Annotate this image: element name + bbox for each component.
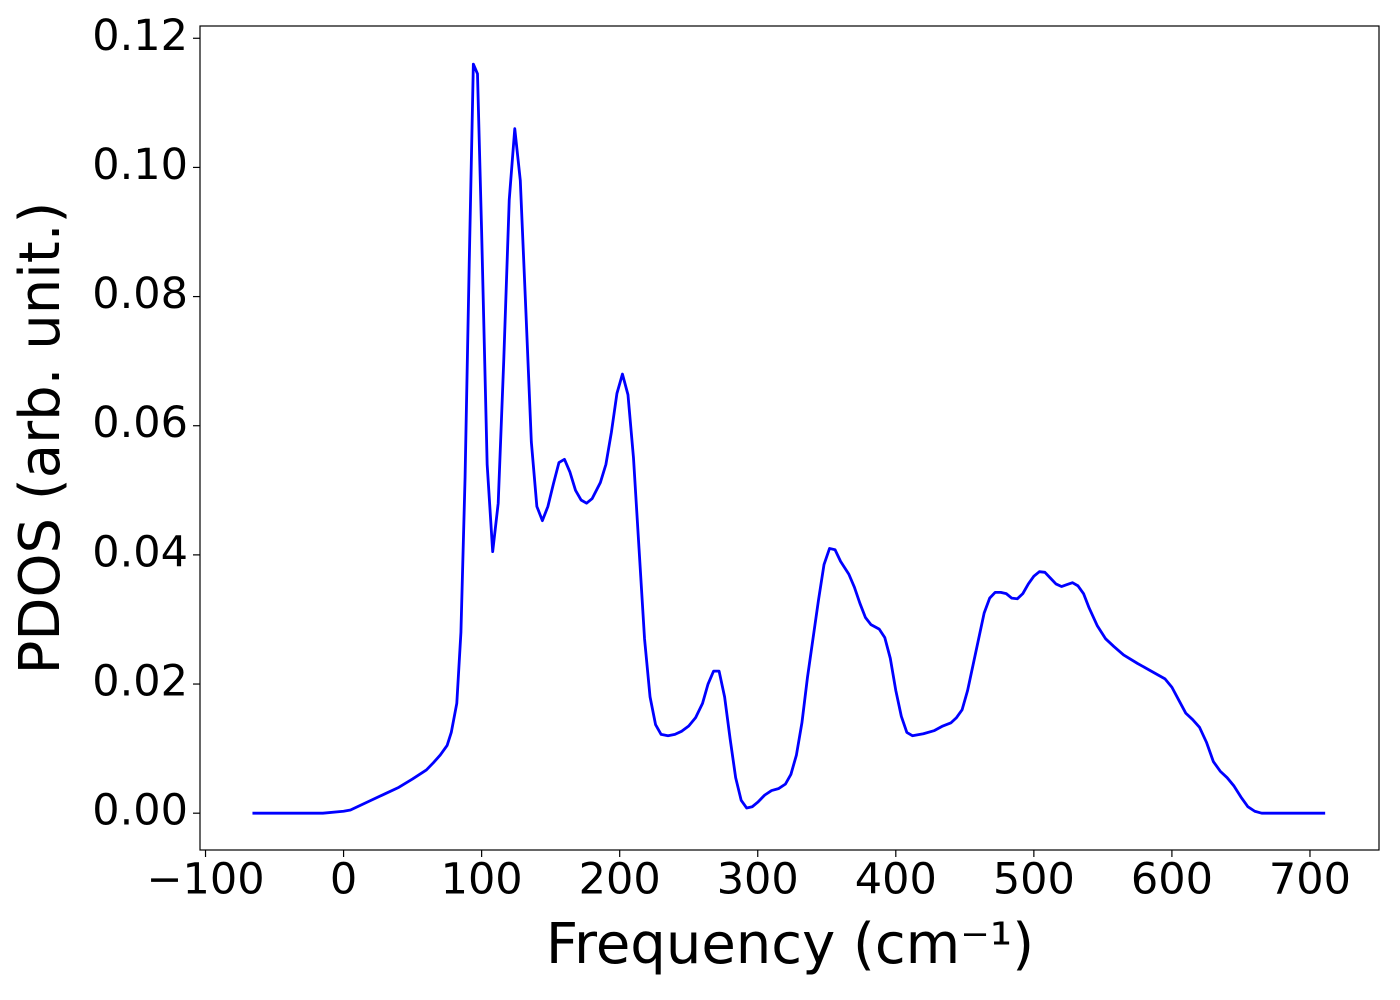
y-tick-label: 0.12 — [92, 11, 188, 61]
y-axis-label: PDOS (arb. unit.) — [8, 202, 73, 675]
x-tick-label: −100 — [146, 855, 264, 905]
x-axis-label: Frequency (cm⁻¹) — [546, 912, 1034, 977]
x-tick-label: 500 — [993, 855, 1075, 905]
x-tick-label: 400 — [855, 855, 937, 905]
x-tick-label: 600 — [1131, 855, 1213, 905]
plot-frame — [199, 25, 1380, 851]
line — [252, 62, 1326, 815]
y-tick-label: 0.02 — [92, 657, 188, 707]
y-tick-label: 0.08 — [92, 269, 188, 319]
y-tick-label: 0.04 — [92, 527, 188, 577]
x-tick-label: 300 — [717, 855, 799, 905]
x-tick-label: 200 — [579, 855, 661, 905]
y-tick-label: 0.06 — [92, 398, 188, 448]
y-tick-label: 0.10 — [92, 140, 188, 190]
x-tick-label: 700 — [1269, 855, 1351, 905]
x-tick-label: 0 — [330, 855, 357, 905]
x-tick-label: 100 — [441, 855, 523, 905]
y-tick-label: 0.00 — [92, 786, 188, 836]
